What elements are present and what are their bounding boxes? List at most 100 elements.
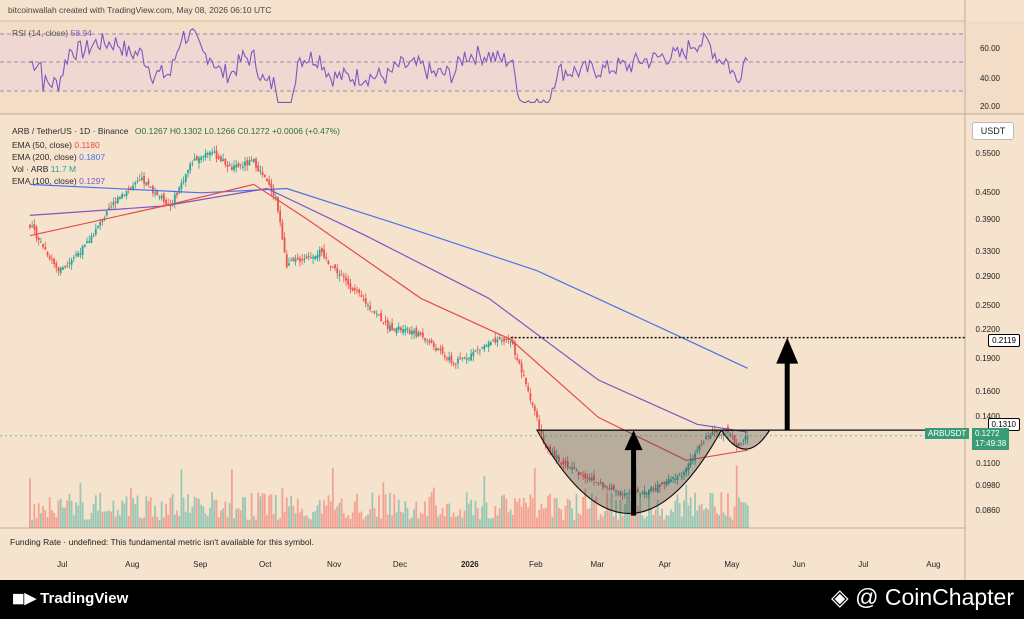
volume-bar bbox=[44, 510, 47, 528]
volume-bar bbox=[531, 498, 534, 528]
candle-body bbox=[237, 163, 240, 167]
candle-body bbox=[143, 175, 145, 184]
volume-bar bbox=[125, 496, 128, 528]
volume-bar bbox=[189, 512, 192, 528]
volume-bar bbox=[435, 505, 437, 528]
candle-body bbox=[263, 174, 266, 178]
ema200-legend[interactable]: EMA (200, close) 0.1807 bbox=[12, 152, 105, 162]
candle-body bbox=[375, 313, 378, 315]
candle-body bbox=[72, 257, 75, 259]
candle-body bbox=[496, 339, 499, 343]
symbol-legend[interactable]: ARB / TetherUS · 1D · Binance O0.1267 H0… bbox=[12, 126, 340, 136]
time-axis-label: Mar bbox=[590, 560, 605, 569]
volume-bar bbox=[349, 518, 352, 528]
volume-bar bbox=[228, 502, 231, 528]
candle-body bbox=[448, 357, 451, 361]
volume-bar bbox=[674, 500, 677, 528]
candle-body bbox=[527, 386, 530, 392]
candle-body bbox=[230, 167, 233, 171]
chart-area[interactable]: bitcoinwallah created with TradingView.c… bbox=[0, 0, 1024, 580]
volume-bar bbox=[720, 492, 723, 528]
volume-bar bbox=[255, 519, 257, 528]
candle-body bbox=[569, 467, 571, 469]
candle-body bbox=[255, 158, 257, 168]
volume-bar bbox=[518, 498, 521, 528]
volume-bar bbox=[263, 493, 266, 528]
candle-body bbox=[79, 253, 82, 255]
volume-bar bbox=[61, 507, 64, 528]
volume-bar bbox=[569, 500, 571, 528]
volume-bar bbox=[353, 501, 356, 528]
volume-bar bbox=[230, 469, 233, 528]
candle-body bbox=[713, 429, 716, 433]
candle-body bbox=[46, 252, 49, 256]
candle-body bbox=[55, 263, 58, 268]
volume-bar bbox=[241, 497, 244, 528]
candle-body bbox=[283, 237, 286, 253]
volume-bar bbox=[709, 492, 712, 528]
candle-body bbox=[621, 494, 624, 496]
volume-bar bbox=[171, 493, 174, 528]
volume-bar bbox=[103, 511, 106, 528]
candle-body bbox=[498, 336, 501, 339]
candle-body bbox=[648, 489, 650, 495]
vol-legend[interactable]: Vol · ARB 11.7 M bbox=[12, 164, 76, 174]
volume-bar bbox=[727, 493, 729, 528]
volume-bar bbox=[659, 515, 661, 528]
volume-bar bbox=[110, 511, 113, 528]
volume-bar bbox=[367, 514, 369, 528]
candle-body bbox=[340, 274, 343, 276]
volume-bar bbox=[215, 499, 218, 528]
candle-body bbox=[669, 479, 672, 482]
currency-button[interactable]: USDT bbox=[972, 122, 1014, 140]
candle-body bbox=[393, 328, 396, 331]
ema100-legend[interactable]: EMA (100, close) 0.1297 bbox=[12, 176, 105, 186]
candle-body bbox=[588, 477, 591, 481]
volume-bar bbox=[108, 510, 110, 528]
volume-bar bbox=[700, 504, 703, 528]
volume-bar bbox=[599, 514, 602, 528]
candle-body bbox=[454, 363, 457, 365]
volume-bar bbox=[209, 507, 211, 528]
candle-body bbox=[176, 192, 178, 196]
candle-body bbox=[430, 340, 433, 343]
candle-body bbox=[299, 257, 301, 262]
candle-body bbox=[386, 319, 389, 329]
candle-body bbox=[369, 305, 372, 310]
candle-body bbox=[380, 312, 383, 322]
volume-bar bbox=[593, 500, 595, 528]
candle-body bbox=[606, 486, 609, 488]
candle-body bbox=[114, 201, 117, 204]
volume-bar bbox=[345, 517, 347, 528]
volume-bar bbox=[652, 515, 655, 528]
candle-body bbox=[228, 164, 231, 167]
volume-bar bbox=[176, 510, 178, 528]
candle-body bbox=[720, 433, 723, 435]
candle-body bbox=[33, 224, 36, 230]
volume-bar bbox=[340, 498, 343, 528]
candle-body bbox=[525, 377, 527, 385]
candle-body bbox=[88, 241, 91, 244]
candle-body bbox=[489, 342, 492, 346]
rsi-label: RSI (14, close) bbox=[12, 28, 69, 38]
ema50-legend[interactable]: EMA (50, close) 0.1180 bbox=[12, 140, 100, 150]
last-price: 0.1272 bbox=[975, 429, 1000, 438]
volume-bar bbox=[584, 488, 587, 528]
candle-body bbox=[86, 241, 88, 244]
volume-bar bbox=[356, 493, 358, 528]
candle-body bbox=[667, 478, 670, 484]
candle-body bbox=[514, 342, 516, 355]
volume-bar bbox=[250, 493, 253, 528]
volume-bar bbox=[562, 519, 565, 528]
plot-svg bbox=[0, 0, 1024, 580]
volume-bar bbox=[397, 499, 400, 528]
rsi-level-60: 60.00 bbox=[979, 44, 1000, 53]
rsi-pane bbox=[0, 21, 1024, 114]
candle-body bbox=[582, 475, 584, 477]
volume-bar bbox=[691, 516, 694, 528]
volume-bar bbox=[404, 501, 407, 528]
candle-body bbox=[740, 443, 743, 445]
volume-bar bbox=[716, 513, 718, 528]
volume-bar bbox=[571, 508, 574, 528]
candle-body bbox=[610, 487, 613, 490]
